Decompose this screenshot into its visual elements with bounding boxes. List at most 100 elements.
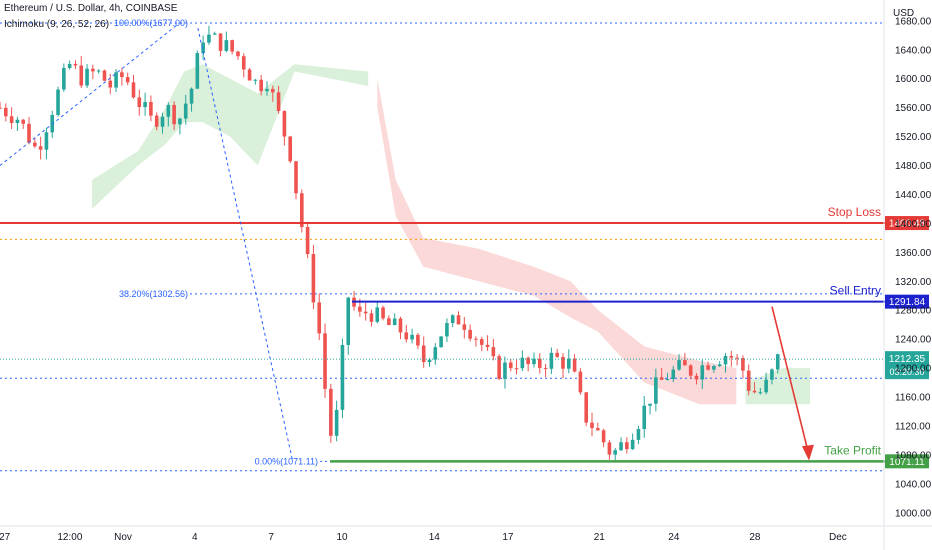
candle-body — [433, 347, 438, 360]
candle-body — [120, 72, 124, 78]
symbol-title: Ethereum / U.S. Dollar, 4h, COINBASE — [4, 3, 178, 14]
candle-body — [44, 132, 49, 150]
candle-body — [9, 116, 14, 124]
candle-body — [654, 377, 658, 404]
price-tick-label: 1000.00 — [895, 508, 932, 519]
candle-body — [0, 107, 2, 109]
candle-body — [503, 362, 507, 379]
forecast-arrow-head — [802, 444, 814, 461]
candle-body — [329, 388, 333, 436]
candle-body — [735, 357, 739, 359]
candle-body — [596, 428, 600, 431]
candle-body — [259, 79, 263, 92]
candle-body — [642, 405, 647, 430]
candle-body — [195, 53, 200, 89]
candle-body — [212, 33, 217, 35]
candle-body — [526, 357, 530, 365]
candle-body — [479, 339, 484, 345]
candle-body — [723, 356, 728, 365]
price-tick-label: 1480.00 — [895, 161, 932, 172]
candle-body — [775, 354, 780, 370]
candlesticks — [0, 25, 780, 461]
candle-body — [537, 358, 542, 368]
candle-body — [294, 161, 298, 194]
candle-body — [630, 439, 635, 450]
candle-body — [683, 360, 687, 366]
candle-body — [520, 357, 525, 369]
time-axis[interactable]: 27 12:00 Nov 4 7 10 14 17 21 24 28 Dec — [0, 525, 932, 543]
current-price-tag — [885, 351, 929, 380]
price-tick-label: 1160.00 — [895, 393, 931, 404]
level-price-text: 1400.48 — [889, 219, 926, 230]
candle-body — [712, 366, 716, 370]
candle-body — [340, 344, 345, 410]
candle-body — [224, 40, 229, 51]
price-tick-label: 1040.00 — [895, 479, 932, 490]
candle-body — [694, 375, 699, 380]
candle-body — [131, 82, 136, 98]
cloud-bullish — [92, 64, 369, 209]
level-price-text: 1291.84 — [889, 297, 926, 308]
price-tick-label: 1080.00 — [895, 450, 932, 461]
time-tick-label: 14 — [429, 532, 441, 543]
candle-body — [236, 51, 240, 57]
level-name: Sell Entry — [830, 284, 881, 298]
candle-body — [311, 254, 316, 303]
candle-body — [33, 142, 37, 147]
time-tick-label: 21 — [594, 532, 606, 543]
cloud-bearish — [377, 78, 737, 405]
candle-body — [108, 80, 113, 88]
candle-body — [375, 307, 380, 322]
candle-body — [421, 345, 426, 363]
candle-body — [137, 97, 142, 108]
price-axis[interactable]: 1000.00 1040.00 1080.00 1120.00 1160.00 1200.… — [883, 0, 932, 550]
candle-body — [497, 356, 501, 379]
candle-body — [764, 379, 768, 393]
candle-body — [613, 450, 618, 455]
candle-body — [439, 336, 443, 348]
level-price-tag — [885, 454, 929, 469]
candle-body — [648, 403, 652, 406]
candle-body — [659, 377, 664, 380]
indicator-legend[interactable]: Ichimoku (9, 26, 52, 26) — [4, 19, 110, 30]
time-tick-label: 7 — [268, 532, 274, 543]
candle-body — [189, 88, 194, 104]
candle-body — [230, 40, 234, 52]
price-tick-label: 1640.00 — [895, 45, 932, 56]
level-price-tag — [885, 294, 929, 309]
candle-body — [183, 103, 188, 119]
candle-body — [671, 369, 676, 380]
candle-body — [387, 318, 391, 326]
level-name: Stop Loss — [828, 205, 881, 219]
candle-body — [85, 68, 89, 86]
fib-diagonal-down — [197, 27, 294, 462]
candle-body — [323, 333, 327, 389]
price-tick-label: 1560.00 — [895, 103, 932, 114]
candle-body — [300, 193, 304, 228]
candle-body — [334, 409, 339, 436]
level-price-text: 1071.11 — [889, 457, 925, 468]
candle-body — [729, 356, 734, 358]
candle-body — [288, 136, 293, 162]
candle-body — [427, 359, 432, 363]
candle-body — [15, 119, 20, 124]
candle-body — [96, 70, 101, 72]
candle-body — [305, 227, 310, 255]
candle-body — [154, 115, 159, 127]
time-tick-label: Dec — [829, 532, 847, 543]
candle-body — [706, 365, 710, 370]
time-tick-label: 24 — [668, 532, 680, 543]
countdown-text: 03:20:30 — [889, 367, 924, 377]
candle-body — [758, 392, 763, 394]
price-tick-label: 1400.00 — [895, 219, 932, 230]
price-tick-label: 1240.00 — [895, 335, 932, 346]
candle-body — [770, 369, 774, 380]
candle-body — [456, 315, 461, 325]
candle-body — [172, 104, 176, 125]
candle-body — [532, 358, 536, 365]
candle-body — [241, 56, 246, 70]
fib-label: 0.00%(1071.11) — [255, 456, 318, 466]
price-tick-label: 1360.00 — [895, 248, 932, 259]
candle-body — [358, 306, 362, 312]
